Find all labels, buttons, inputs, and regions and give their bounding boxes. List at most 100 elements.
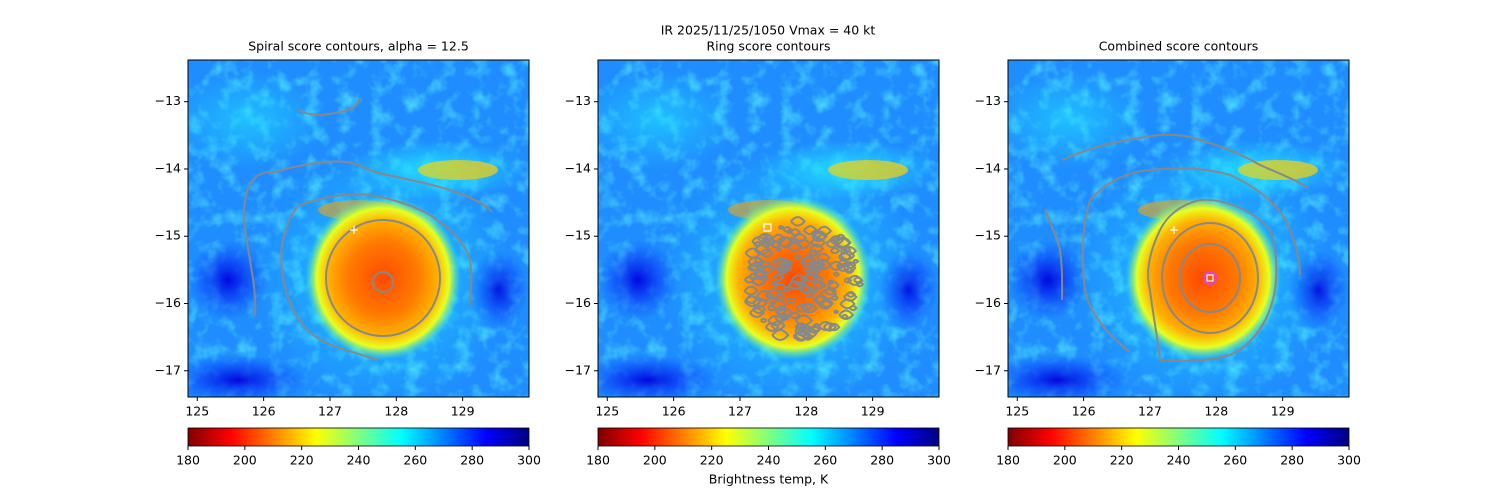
ir-image: [988, 60, 1349, 408]
y-tick-label: −16: [975, 295, 1001, 310]
axes-frame: [187, 59, 530, 398]
colorbar-tick-label: 180: [586, 453, 610, 468]
y-tick-label: −14: [155, 160, 181, 175]
ir-image: [578, 60, 939, 408]
contour: [753, 256, 764, 264]
contour: [811, 230, 828, 242]
contour: [800, 276, 808, 282]
contour: [771, 328, 790, 341]
image-panel: [168, 60, 529, 408]
contour: [782, 226, 793, 233]
contour: [800, 255, 818, 268]
contour: [852, 258, 860, 264]
y-tick-label: −15: [565, 228, 591, 243]
image-panel: [578, 60, 939, 408]
contour: [785, 261, 793, 267]
x-tick-label: 127: [318, 404, 342, 419]
contour: [764, 292, 774, 299]
x-tick-label: 129: [451, 404, 475, 419]
marker: [1206, 274, 1214, 282]
contour: [759, 317, 768, 324]
x-tick-label: 128: [794, 404, 818, 419]
marker: [350, 226, 358, 234]
contour: [778, 225, 785, 230]
colorbar-tick-label: 180: [176, 453, 200, 468]
contour: [846, 290, 857, 298]
contour: [843, 277, 853, 284]
y-tick-label: −15: [155, 228, 181, 243]
contour: [771, 280, 779, 286]
x-tick-label: 126: [1072, 404, 1096, 419]
x-tick-label: 126: [662, 404, 686, 419]
contour: [775, 246, 782, 252]
contour: [794, 325, 812, 337]
contour: [773, 273, 785, 282]
contour: [843, 246, 852, 253]
colorbar-tick-label: 220: [700, 453, 724, 468]
contour: [794, 254, 802, 260]
y-tick-label: −13: [975, 93, 1001, 108]
contour: [808, 268, 819, 276]
contour: [790, 216, 806, 227]
colorbar: [187, 427, 530, 447]
y-tick-label: −13: [565, 93, 591, 108]
axes-title: Ring score contours: [706, 39, 830, 54]
y-tick-label: −15: [975, 228, 1001, 243]
contour: [805, 291, 815, 298]
contour: [759, 248, 774, 258]
contour: [822, 322, 837, 332]
contour: [798, 284, 812, 293]
contour: [774, 293, 786, 301]
contour: [324, 219, 441, 337]
x-tick-label: 129: [1271, 404, 1295, 419]
contour: [749, 307, 765, 318]
contour: [806, 253, 814, 259]
marker: [763, 223, 772, 232]
contour: [829, 235, 845, 246]
contour: [794, 322, 808, 332]
contour: [855, 281, 865, 288]
contour: [817, 261, 826, 269]
suptitle: IR 2025/11/25/1050 Vmax = 40 kt: [661, 23, 876, 38]
contour: [748, 272, 760, 281]
colorbar-tick-label: 200: [1053, 453, 1077, 468]
contour: [829, 247, 841, 255]
contour: [789, 311, 801, 320]
contour: [1160, 222, 1259, 334]
contour: [747, 263, 760, 272]
y-tick-label: −17: [155, 362, 181, 377]
contour: [843, 263, 857, 273]
colorbar-label: Brightness temp, K: [709, 472, 829, 487]
contour: [839, 298, 856, 310]
contour: [751, 236, 767, 247]
contour: [743, 285, 759, 296]
x-tick-label: 126: [252, 404, 276, 419]
y-tick-label: −14: [975, 160, 1001, 175]
colorbar-tick-label: 220: [1110, 453, 1134, 468]
contour: [754, 270, 769, 281]
colorbar-tick-label: 260: [813, 453, 837, 468]
contour: [297, 97, 361, 116]
contour: [777, 304, 786, 311]
contour: [827, 280, 840, 290]
colorbar-tick-label: 300: [927, 453, 951, 468]
contour: [1178, 243, 1241, 313]
colorbar: [597, 427, 940, 447]
contour: [781, 313, 791, 321]
colorbar-tick-label: 280: [1280, 453, 1304, 468]
contour: [803, 265, 813, 273]
axes-frame: [1007, 59, 1350, 398]
contour: [786, 241, 803, 253]
y-tick-label: −13: [155, 93, 181, 108]
contour: [774, 256, 788, 266]
contour: [789, 228, 802, 237]
contour: [776, 268, 787, 276]
contour: [820, 298, 834, 308]
contour: [776, 266, 786, 273]
contour: [768, 300, 776, 306]
contour: [812, 280, 827, 290]
axes-title: Spiral score contours, alpha = 12.5: [248, 39, 469, 54]
contour: [788, 280, 803, 290]
contour: [1147, 198, 1278, 362]
